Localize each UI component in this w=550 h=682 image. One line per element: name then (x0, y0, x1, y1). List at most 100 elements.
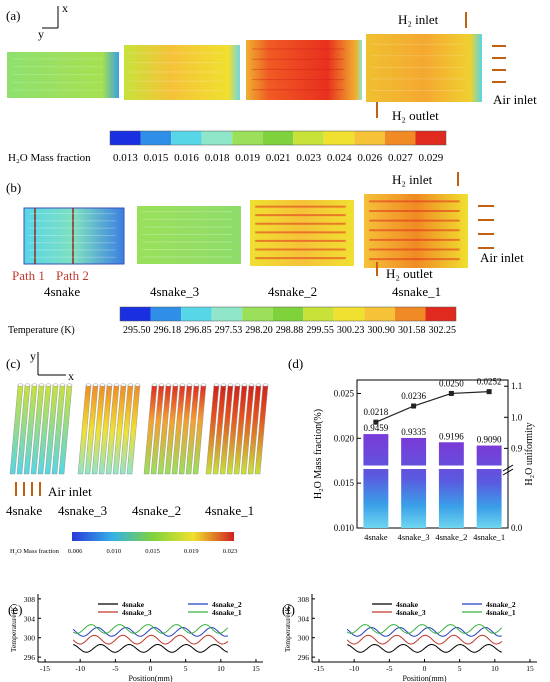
tube-cap (200, 383, 207, 387)
tube-cap (52, 383, 59, 387)
air-inlet-arrows-icon-c (15, 482, 41, 496)
panel-e: (e) -15 -10 -5 0 5 10 15 296 300 304 308 Position(mm… (8, 594, 263, 682)
tube-cap (220, 383, 227, 387)
x-tick-label: 4snake_3 (398, 532, 430, 542)
colorbar-c-tick: 0.010 (106, 548, 121, 555)
contour-b-4snake (23, 207, 125, 265)
colorbar-swatch (333, 307, 365, 321)
panel-b-label: (b) (6, 180, 21, 195)
colorbar-swatch (181, 307, 212, 321)
tube-bundle-2 (77, 383, 141, 475)
colorbar-swatch (293, 131, 324, 145)
colorbar-swatch (364, 307, 395, 321)
colorbar-c-tick: 0.015 (145, 548, 160, 555)
tube-cap (255, 383, 262, 387)
tube-cap (92, 383, 99, 387)
colorbar-tick-label: 0.015 (144, 152, 169, 164)
colorbar-swatch (211, 307, 243, 321)
axis-y-label-c: y (30, 349, 36, 363)
h2-outlet-label-a: H₂ outlet (392, 108, 439, 123)
y-tick-label: 300 (298, 634, 310, 643)
h2-inlet-label-a: H₂ inlet (398, 12, 439, 27)
x-tick-label: -15 (40, 664, 50, 673)
series-line-4snake_2 (72, 627, 228, 637)
y-axis-title: H₂O Mass fraction(%) (313, 409, 324, 499)
y2-tick-label: 1.0 (511, 412, 523, 422)
air-inlet-label-b: Air inlet (480, 250, 524, 265)
path-1-label: Path 1 (12, 268, 45, 283)
panel-f: (f) -15 -10 -5 0 5 10 15 296 300 304 308 Position(mm… (282, 594, 537, 682)
colorbar-swatch (150, 307, 182, 321)
bar (476, 445, 502, 528)
contour-b-4snake_3 (137, 206, 241, 264)
colorbar-frame (119, 306, 457, 322)
axis-x-label-c: x (68, 369, 74, 383)
x-tick-label: 15 (526, 664, 534, 673)
colorbar-c-tick: 0.006 (68, 548, 83, 555)
x-tick-label: -15 (314, 664, 324, 673)
panel-d: (d) 0.010 0.015 0.020 0.025 0.9 1.0 1.1 0.0 0.945… (288, 356, 535, 542)
x-tick-label: 0 (149, 664, 153, 673)
axis-break-mark (502, 468, 514, 476)
axis-break-mark (502, 464, 514, 472)
colorbar-swatch (120, 307, 151, 321)
y-axis-title: Temperature(K) (9, 603, 18, 652)
series-line-4snake (73, 644, 228, 653)
series-point (373, 419, 379, 425)
tube-cap (186, 383, 193, 387)
colorbar-tick-label: 0.016 (174, 152, 199, 164)
x-tick-label: 4snake (364, 532, 388, 542)
panel-e-label: (e) (8, 602, 22, 617)
bar (363, 434, 389, 528)
panel-f-label: (f) (282, 602, 295, 617)
x-tick-label: 10 (217, 664, 225, 673)
contour-a-streaks (12, 43, 465, 92)
y-tick-label: 296 (24, 653, 36, 662)
series-line-4snake_3 (346, 634, 503, 645)
x-tick-label: 5 (458, 664, 462, 673)
bar (401, 437, 427, 528)
panel-a: (a) x y H₂ inlet H₂ outlet Air inlet 0.0… (6, 1, 537, 164)
tube-cap (85, 383, 92, 387)
x-tick-label: -5 (386, 664, 392, 673)
colorbar-swatch (425, 307, 456, 321)
y-tick-label: 0.025 (334, 388, 355, 398)
colorbar-swatch (323, 131, 355, 145)
panel-b: (b) H₂ inlet Air inlet H₂ outlet Path 1 … (6, 172, 524, 336)
x-tick-label: 0 (423, 664, 427, 673)
colorbar-frame (109, 130, 447, 146)
legend-label: 4snake_1 (212, 608, 242, 617)
colorbar-swatch (394, 307, 426, 321)
colorbar-tick-label: 298.88 (276, 325, 304, 336)
tube-cap (106, 383, 113, 387)
air-inlet-label-c: Air inlet (48, 484, 92, 499)
contour-b-streaks (29, 200, 460, 261)
tube-cap (66, 383, 73, 387)
y-tick-label: 0.020 (334, 433, 355, 443)
bar-data-label: 0.9196 (439, 431, 464, 441)
name-b-4snake_3: 4snake_3 (150, 284, 199, 299)
tube-cap (172, 383, 179, 387)
tube-cap (113, 383, 120, 387)
tube-bundle-1 (9, 383, 73, 475)
y-tick-label: 304 (298, 614, 310, 623)
colorbar-tick-label: 296.18 (154, 325, 182, 336)
bar-data-label: 0.9335 (401, 427, 426, 437)
line-data-label: 0.0250 (439, 378, 464, 388)
name-c-4snake_1: 4snake_1 (205, 503, 254, 518)
y-tick-label: 300 (24, 634, 36, 643)
y-tick-label: 308 (298, 595, 310, 604)
colorbar-a: 0.013 0.015 0.016 0.018 0.019 0.021 0.023 0.024… (109, 130, 447, 164)
name-c-4snake: 4snake (6, 503, 42, 518)
colorbar-tick-label: 0.024 (327, 152, 352, 164)
tube-cap (17, 383, 24, 387)
x-tick-label: 4snake_2 (435, 532, 467, 542)
contour-a-4snake_2 (246, 40, 362, 100)
bar-data-label: 0.9090 (477, 435, 502, 445)
series-line-4snake_1 (346, 624, 503, 634)
colorbar-tick-label: 0.029 (419, 152, 444, 164)
legend-label: 4snake (396, 600, 419, 609)
series-line-4snake_1 (72, 624, 229, 634)
legend-label: 4snake_1 (486, 608, 516, 617)
colorbar-swatch (140, 131, 172, 145)
